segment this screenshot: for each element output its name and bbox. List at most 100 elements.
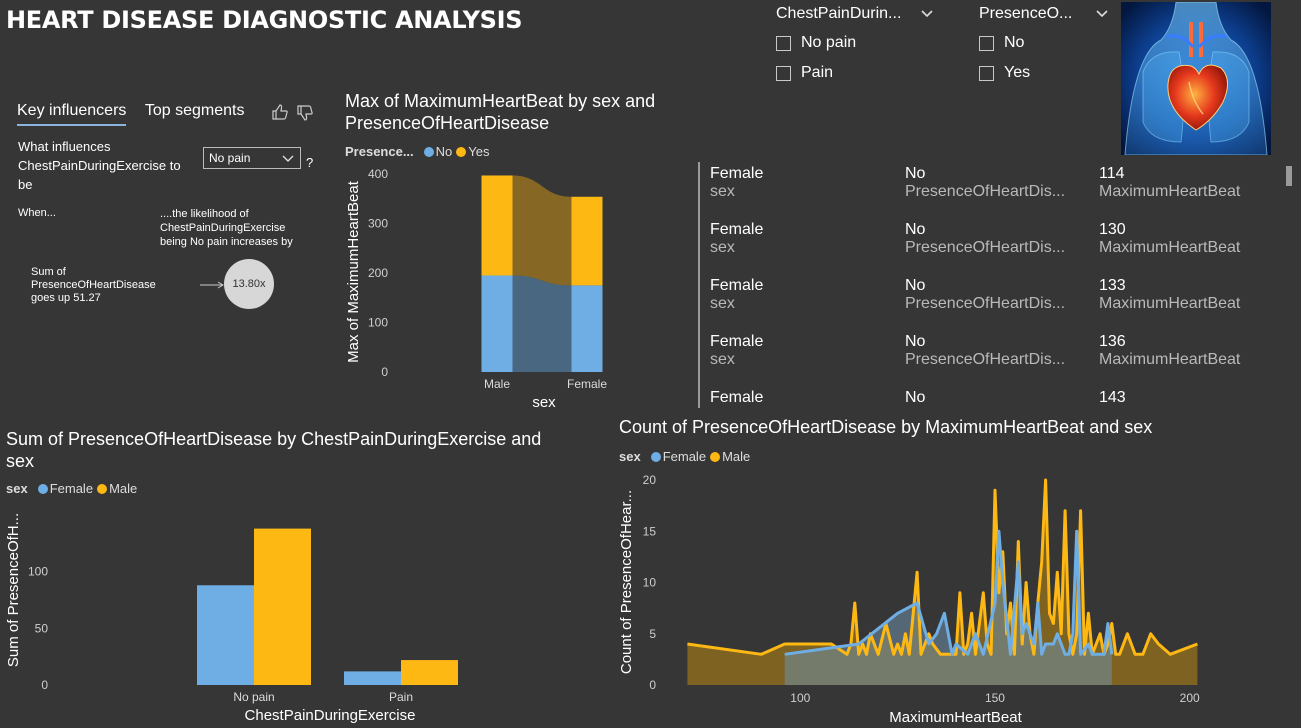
chart2-clustered-bar[interactable]: 0 50 100 No pain Pain ChestPainDuringExercise… [0,498,600,728]
option-label: Pain [801,64,834,81]
card-max-heartbeat: 130 MaximumHeartBeat [1099,221,1278,257]
bar-no-male [481,275,513,372]
bar-male-pain [401,660,458,685]
card-max-heartbeat: 136 MaximumHeartBeat [1099,333,1278,369]
card-label: MaximumHeartBeat [1099,239,1241,256]
chevron-down-icon[interactable] [281,151,295,165]
legend-item[interactable]: Female [662,449,707,464]
slicer-option-no-pain[interactable]: No pain [776,28,936,58]
y-tick-label: 400 [368,167,388,181]
card-value: Female [710,165,764,182]
chart3-area[interactable]: 0 5 10 15 20 100 150 200 MaximumHeartBeat Count o… [612,466,1301,728]
legend-dot-blue [37,483,48,494]
card-value: No [905,389,926,406]
card-value: 143 [1099,389,1126,406]
ki-influence-bubble[interactable]: 13.80x [224,259,274,309]
checkbox[interactable] [776,35,791,51]
checkbox[interactable] [979,35,994,51]
tab-key-influencers[interactable]: Key influencers [17,102,127,126]
card-value: Female [710,221,764,238]
bar-female-pain [344,671,401,685]
ki-dropdown-value: No pain [209,151,251,165]
multi-row-card: Female sex No PresenceOfHeartDis... 114 Maxim… [698,162,1278,408]
card-label: sex [710,183,735,200]
y-axis-label: Sum of PresenceOfH... [5,513,22,667]
card-presence: NoPresenceOfHeartDis... [905,389,1095,408]
legend-dot-yellow [710,451,721,462]
chart3-title: Count of PresenceOfHeartDisease by Maxim… [619,417,1153,437]
slicer-option-pain[interactable]: Pain [776,58,936,88]
slicer-option-yes[interactable]: Yes [979,58,1111,88]
card-value: No [905,165,926,182]
ki-factor-text[interactable]: Sum of PresenceOfHeartDisease goes up 51… [31,266,156,305]
chart2-title-line: sex [6,451,35,471]
area-male [687,480,1198,685]
chart1-title: Max of MaximumHeartBeat by sex and Prese… [345,90,655,134]
tab-top-segments[interactable]: Top segments [144,102,245,119]
legend-item[interactable]: Male [109,481,138,496]
card-row: Female sex No PresenceOfHeartDis... 136 Maxim… [698,330,1278,386]
ki-likelihood-line: ChestPainDuringExercise [160,222,286,234]
card-max-heartbeat: 114 MaximumHeartBeat [1099,165,1278,201]
card-label: PresenceOfHeartDis... [905,239,1066,256]
legend-item[interactable]: Yes [468,144,490,159]
card-label: MaximumHeartBeat [1099,183,1241,200]
chest-pain-slicer-header[interactable]: ChestPainDurin... [776,3,936,25]
card-value: 133 [1099,277,1126,294]
ki-question-mark: ? [306,155,314,170]
card-scrollbar[interactable] [1286,166,1292,186]
chart1-stacked-bar[interactable]: 0 100 200 300 400 Male Female sex Max of Maximum… [340,160,690,415]
x-axis-label: sex [532,394,556,411]
presence-slicer-header[interactable]: PresenceO... [979,3,1111,25]
x-tick-label: Male [484,377,510,391]
ki-likelihood-line: ....the likelihood of [160,208,249,220]
legend-item[interactable]: Female [49,481,94,496]
card-value: No [905,333,926,350]
card-value: 114 [1099,165,1125,182]
chart2-legend: sex Female Male [6,481,137,496]
chest-pain-slicer[interactable]: ChestPainDurin... No pain Pain [776,3,936,88]
card-row: Female sex No PresenceOfHeartDis... 130 Maxim… [698,218,1278,274]
thumbs-up-icon[interactable] [271,103,289,121]
x-tick-label: Pain [389,690,413,704]
heart-illustration [1121,2,1271,155]
ribbon-no [512,275,572,372]
y-tick-label: 200 [368,266,388,280]
bar-no-female [571,285,603,372]
chevron-down-icon[interactable] [918,5,936,23]
x-tick-label: 200 [1180,691,1200,705]
presence-slicer[interactable]: PresenceO... No Yes [979,3,1111,88]
y-tick-label: 15 [643,524,657,538]
y-tick-label: 10 [643,576,657,590]
legend-item[interactable]: No [435,144,453,159]
option-label: No [1004,34,1025,51]
y-axis-label: Max of MaximumHeartBeat [345,180,362,363]
y-axis-label: Count of PresenceOfHear... [618,490,635,674]
thumbs-down-icon[interactable] [296,104,314,122]
checkbox[interactable] [979,65,994,81]
legend-item[interactable]: Male [722,449,751,464]
chart1-title-line: PresenceOfHeartDisease [345,113,550,133]
ki-likelihood-line: being No pain increases by [160,236,293,248]
ki-factor-line: PresenceOfHeartDisease [31,279,156,291]
y-tick-label: 0 [381,365,388,379]
line-female [784,529,1114,656]
checkbox[interactable] [776,65,791,81]
x-axis-label: MaximumHeartBeat [889,709,1022,726]
card-label: MaximumHeartBeat [1099,407,1278,408]
ki-question: What influences ChestPainDuringExercise … [18,137,181,194]
x-tick-label: Female [567,377,607,391]
card-label: sex [710,407,900,408]
card-value: 130 [1099,221,1126,238]
chevron-down-icon[interactable] [1093,5,1111,23]
y-tick-label: 300 [368,217,388,231]
card-value: Female [710,333,764,350]
slicer-option-no[interactable]: No [979,28,1111,58]
ki-target-dropdown[interactable]: No pain [203,147,301,169]
